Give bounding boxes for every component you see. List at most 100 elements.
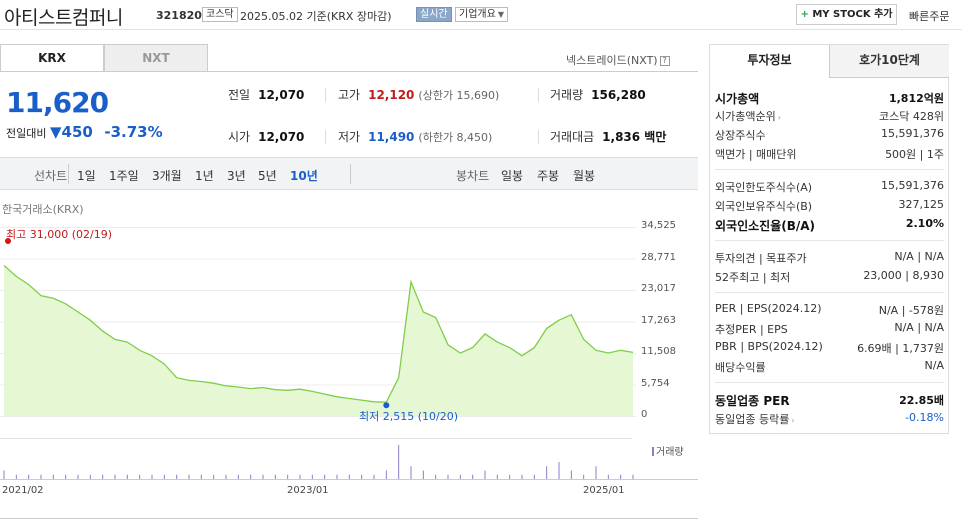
invest-info-value: 15,591,376 bbox=[881, 127, 944, 140]
invest-info-key: PER | EPS(2024.12) bbox=[715, 302, 822, 315]
quick-order-link[interactable]: 빠른주문 bbox=[909, 10, 950, 23]
period-3y[interactable]: 3년 bbox=[227, 169, 246, 183]
period-5y[interactable]: 5년 bbox=[258, 169, 277, 183]
y-tick-label: 11,508 bbox=[641, 346, 676, 357]
volume-bar bbox=[509, 474, 511, 479]
high-value: 12,120 bbox=[368, 88, 415, 102]
invest-info-key: 상장주식수 bbox=[715, 129, 766, 142]
invest-info-key: 배당수익률 bbox=[715, 361, 766, 374]
period-3m[interactable]: 3개월 bbox=[152, 169, 182, 183]
stat-open: 시가 12,070 bbox=[228, 128, 304, 145]
x-tick-label: 2023/01 bbox=[287, 485, 329, 496]
candle-daily[interactable]: 일봉 bbox=[501, 169, 524, 183]
nextrade-text: 넥스트레이드(NXT) bbox=[566, 54, 658, 67]
invest-info-row: 액면가 | 매매단위 500원 | 1주 bbox=[715, 146, 944, 164]
period-1d[interactable]: 1일 bbox=[77, 169, 96, 183]
period-10y[interactable]: 10년 bbox=[290, 169, 318, 183]
volume-bar bbox=[77, 474, 79, 479]
amount-value: 1,836 백만 bbox=[602, 130, 667, 144]
x-tick-label: 2021/02 bbox=[2, 485, 44, 496]
realtime-badge[interactable]: 실시간 bbox=[416, 7, 452, 22]
invest-info-key: 외국인보유주식수(B) bbox=[715, 200, 813, 213]
invest-info-key[interactable]: 시가총액순위 › bbox=[715, 110, 781, 123]
stat-prev-close: 전일 12,070 bbox=[228, 86, 304, 103]
invest-info-value: 15,591,376 bbox=[881, 179, 944, 192]
volume-chart bbox=[0, 438, 698, 480]
volume-bar bbox=[595, 466, 597, 479]
volume-bar bbox=[336, 474, 338, 479]
low-value: 11,490 bbox=[368, 130, 415, 144]
volume-legend-swatch bbox=[652, 447, 654, 456]
amount-label: 거래대금 bbox=[550, 130, 595, 144]
y-tick-label: 23,017 bbox=[641, 283, 676, 294]
divider bbox=[68, 164, 69, 184]
chevron-right-icon: › bbox=[791, 416, 795, 425]
volume-bar bbox=[139, 474, 141, 479]
upper-limit: (상한가 15,690) bbox=[418, 89, 500, 102]
y-tick-label: 34,525 bbox=[641, 220, 676, 231]
invest-info-value: 1,812억원 bbox=[888, 92, 944, 105]
volume-bar bbox=[287, 474, 289, 479]
candle-monthly[interactable]: 월봉 bbox=[573, 169, 596, 183]
invest-info-value: -0.18% bbox=[905, 411, 944, 424]
invest-info-key: 추정PER | EPS bbox=[715, 323, 788, 336]
invest-info-row: 동일업종 PER 22.85배 bbox=[715, 392, 944, 410]
volume-bar bbox=[89, 474, 91, 479]
stat-low: 저가 11,490 (하한가 8,450) bbox=[338, 128, 492, 145]
candle-chart-label: 봉차트 bbox=[456, 169, 490, 183]
period-1w[interactable]: 1주일 bbox=[109, 169, 139, 183]
y-tick-label: 28,771 bbox=[641, 251, 676, 263]
invest-info-panel: 투자정보 호가10단계 시가총액 1,812억원 시가총액순위 › 코스닥 428위 상장… bbox=[709, 44, 949, 434]
invest-info-row: 외국인한도주식수(A) 15,591,376 bbox=[715, 179, 944, 197]
volume-value: 156,280 bbox=[591, 88, 646, 102]
volume-bar bbox=[546, 466, 548, 479]
x-tick-label: 2025/01 bbox=[583, 485, 625, 496]
period-bar: 선차트 1일 1주일 3개월 1년 3년 5년 10년 봉차트 일봉 주봉 월봉 bbox=[0, 157, 698, 190]
volume-bar bbox=[620, 474, 622, 479]
change-label: 전일대비 bbox=[6, 127, 47, 140]
volume-bar bbox=[52, 474, 54, 479]
invest-info-value: 327,125 bbox=[898, 198, 945, 211]
invest-info-key[interactable]: 동일업종 등락률 › bbox=[715, 413, 795, 426]
tab-divider bbox=[0, 71, 698, 72]
volume-bar bbox=[459, 474, 461, 479]
invest-info-key: 52주최고 | 최저 bbox=[715, 271, 791, 284]
volume-bar bbox=[385, 470, 387, 479]
volume-legend: 거래량 bbox=[652, 443, 684, 458]
invest-info-row: 시가총액순위 › 코스닥 428위 bbox=[715, 108, 944, 126]
price-chart[interactable] bbox=[0, 226, 698, 438]
volume-bar bbox=[126, 474, 128, 479]
stat-high: 고가 12,120 (상한가 15,690) bbox=[338, 86, 499, 103]
company-overview-button[interactable]: 기업개요 ▼ bbox=[455, 7, 508, 22]
lower-limit: (하한가 8,450) bbox=[418, 131, 493, 144]
tab-nxt[interactable]: NXT bbox=[104, 44, 208, 72]
tab-orderbook[interactable]: 호가10단계 bbox=[830, 45, 949, 78]
invest-info-value: N/A | N/A bbox=[894, 250, 944, 263]
panel-bottom-border bbox=[0, 518, 698, 519]
help-icon[interactable]: ? bbox=[659, 56, 670, 66]
volume-bar bbox=[447, 474, 449, 479]
divider bbox=[715, 240, 944, 241]
invest-info-row: 동일업종 등락률 › -0.18% bbox=[715, 411, 944, 429]
price-area bbox=[4, 265, 633, 416]
volume-bar bbox=[262, 474, 264, 479]
volume-bar bbox=[435, 474, 437, 479]
divider bbox=[538, 88, 539, 102]
tab-invest-info[interactable]: 투자정보 bbox=[710, 45, 830, 78]
high-label: 고가 bbox=[338, 88, 361, 102]
prev-label: 전일 bbox=[228, 88, 251, 102]
my-stock-add-button[interactable]: + MY STOCK 추가 bbox=[796, 4, 897, 25]
period-1y[interactable]: 1년 bbox=[195, 169, 214, 183]
volume-bar bbox=[3, 470, 5, 479]
invest-info-row: 외국인소진율(B/A) 2.10% bbox=[715, 217, 944, 235]
volume-bar bbox=[521, 474, 523, 479]
invest-info-key: 동일업종 PER bbox=[715, 394, 790, 408]
candle-weekly[interactable]: 주봉 bbox=[537, 169, 560, 183]
tab-krx[interactable]: KRX bbox=[0, 44, 104, 72]
volume-bar bbox=[373, 474, 375, 479]
y-tick-label: 17,263 bbox=[641, 314, 676, 326]
invest-info-key: 액면가 | 매매단위 bbox=[715, 148, 797, 161]
price-line bbox=[3, 265, 634, 403]
volume-bar bbox=[200, 474, 202, 479]
y-tick-label: 0 bbox=[641, 409, 648, 420]
